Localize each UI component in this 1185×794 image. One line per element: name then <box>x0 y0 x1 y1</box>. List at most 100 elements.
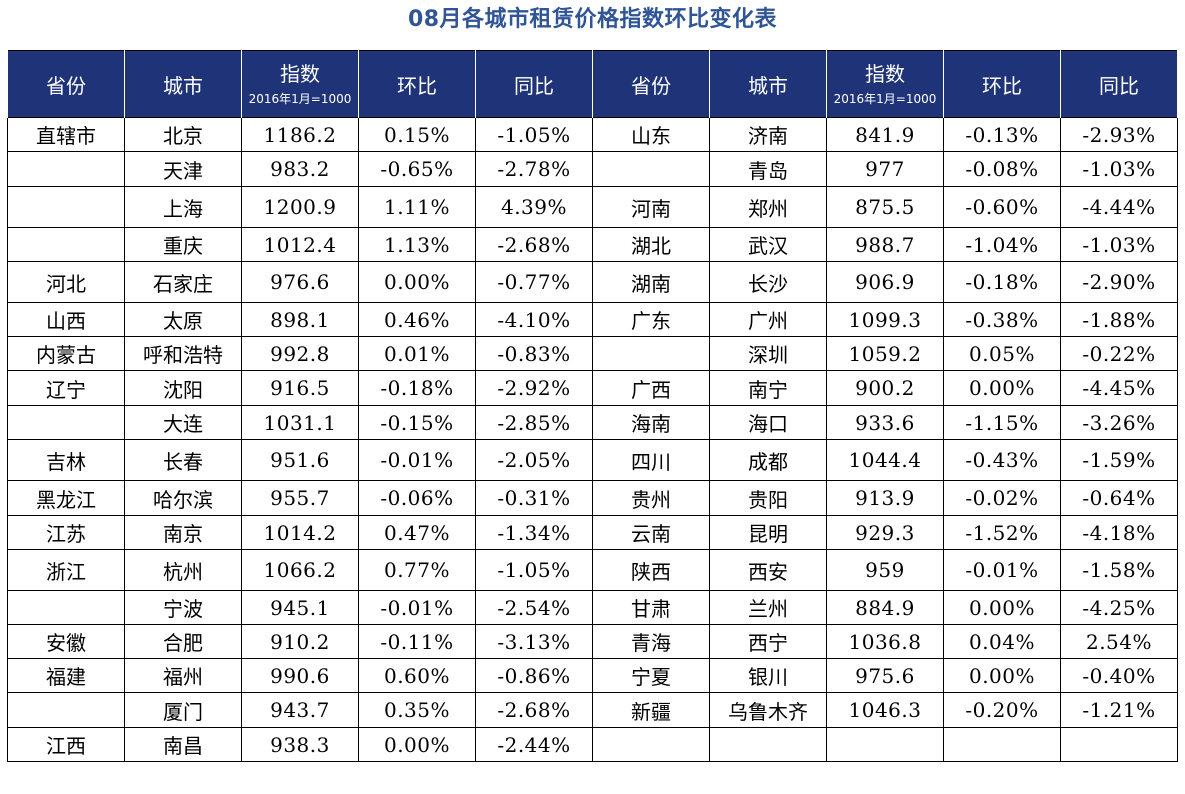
left-index-cell: 1014.2 <box>241 515 359 550</box>
left-yoy-cell: -0.83% <box>475 336 593 371</box>
left-city-cell: 呼和浩特 <box>124 336 242 371</box>
right-index-cell: 884.9 <box>826 590 944 625</box>
right-index-cell: 1059.2 <box>826 336 944 371</box>
right-yoy-cell: -1.03% <box>1060 151 1178 187</box>
right-city-cell: 青岛 <box>709 151 827 187</box>
left-province-cell <box>7 405 125 440</box>
left-yoy-cell: -2.85% <box>475 405 593 440</box>
left-mom-cell: -0.18% <box>358 370 476 406</box>
header-row: 省份 城市 指数 2016年1月=1000 环比 同比 省份 城市 指数 201… <box>7 50 1178 118</box>
right-province-cell: 甘肃 <box>592 590 710 625</box>
right-province-cell: 山东 <box>592 117 710 152</box>
left-province-cell: 山西 <box>7 302 125 337</box>
right-province-cell: 广东 <box>592 302 710 337</box>
left-city-cell: 北京 <box>124 117 242 152</box>
left-province-cell: 江西 <box>7 727 125 762</box>
table-row: 福建 福州 990.6 0.60% -0.86% 宁夏 银川 975.6 0.00% -0.40% <box>7 658 1178 693</box>
left-mom-cell: -0.65% <box>358 151 476 187</box>
left-index-cell: 1200.9 <box>241 186 359 228</box>
left-province-cell: 吉林 <box>7 439 125 481</box>
left-city-cell: 天津 <box>124 151 242 187</box>
left-mom-cell: 0.35% <box>358 692 476 728</box>
left-province-cell: 内蒙古 <box>7 336 125 371</box>
right-city-cell: 兰州 <box>709 590 827 625</box>
right-index-cell: 929.3 <box>826 515 944 550</box>
table-row: 山西 太原 898.1 0.46% -4.10% 广东 广州 1099.3 -0.38% -1.8… <box>7 302 1178 337</box>
right-province-cell: 广西 <box>592 370 710 406</box>
left-yoy-cell: -2.05% <box>475 439 593 481</box>
right-city-cell: 济南 <box>709 117 827 152</box>
left-province-cell: 直辖市 <box>7 117 125 152</box>
left-yoy-cell: -2.54% <box>475 590 593 625</box>
left-city-cell: 宁波 <box>124 590 242 625</box>
right-index-cell: 975.6 <box>826 658 944 693</box>
right-province-cell <box>592 727 710 762</box>
right-province-cell: 陕西 <box>592 549 710 591</box>
right-yoy-cell: -0.64% <box>1060 480 1178 516</box>
header-province-right: 省份 <box>592 50 710 118</box>
left-mom-cell: 0.47% <box>358 515 476 550</box>
right-yoy-cell <box>1060 727 1178 762</box>
left-mom-cell: -0.01% <box>358 439 476 481</box>
right-city-cell: 贵阳 <box>709 480 827 516</box>
right-city-cell: 深圳 <box>709 336 827 371</box>
table-row: 浙江 杭州 1066.2 0.77% -1.05% 陕西 西安 959 -0.01% -1.58% <box>7 549 1178 591</box>
right-yoy-cell: -4.45% <box>1060 370 1178 406</box>
left-mom-cell: -0.01% <box>358 590 476 625</box>
left-mom-cell: -0.11% <box>358 624 476 659</box>
header-index-left: 指数 2016年1月=1000 <box>241 50 359 118</box>
table-row: 厦门 943.7 0.35% -2.68% 新疆 乌鲁木齐 1046.3 -0.20% -1.2… <box>7 692 1178 728</box>
left-province-cell <box>7 590 125 625</box>
right-index-cell: 841.9 <box>826 117 944 152</box>
table-row: 河北 石家庄 976.6 0.00% -0.77% 湖南 长沙 906.9 -0.18% -2.9… <box>7 261 1178 303</box>
right-city-cell: 海口 <box>709 405 827 440</box>
table-row: 内蒙古 呼和浩特 992.8 0.01% -0.83% 深圳 1059.2 0.05% -0.2… <box>7 336 1178 371</box>
left-province-cell <box>7 227 125 262</box>
table-title: 08月各城市租赁价格指数环比变化表 <box>407 7 778 32</box>
left-index-cell: 1031.1 <box>241 405 359 440</box>
right-yoy-cell: -3.26% <box>1060 405 1178 440</box>
left-index-cell: 910.2 <box>241 624 359 659</box>
right-mom-cell: -0.01% <box>943 549 1061 591</box>
right-province-cell: 青海 <box>592 624 710 659</box>
left-index-cell: 1186.2 <box>241 117 359 152</box>
left-mom-cell: 0.60% <box>358 658 476 693</box>
right-city-cell: 乌鲁木齐 <box>709 692 827 728</box>
left-city-cell: 福州 <box>124 658 242 693</box>
right-city-cell <box>709 727 827 762</box>
right-index-cell: 875.5 <box>826 186 944 228</box>
right-yoy-cell: -4.25% <box>1060 590 1178 625</box>
left-yoy-cell: -1.05% <box>475 117 593 152</box>
table-row: 吉林 长春 951.6 -0.01% -2.05% 四川 成都 1044.4 -0.43% -1.… <box>7 439 1178 481</box>
right-mom-cell: 0.05% <box>943 336 1061 371</box>
left-index-cell: 955.7 <box>241 480 359 516</box>
right-mom-cell: -0.08% <box>943 151 1061 187</box>
right-index-cell: 906.9 <box>826 261 944 303</box>
right-mom-cell: -0.20% <box>943 692 1061 728</box>
right-index-cell: 933.6 <box>826 405 944 440</box>
left-mom-cell: 0.00% <box>358 727 476 762</box>
header-index-right: 指数 2016年1月=1000 <box>826 50 944 118</box>
header-mom-right: 环比 <box>943 50 1061 118</box>
header-index-base: 2016年1月=1000 <box>248 91 352 106</box>
right-index-cell: 1036.8 <box>826 624 944 659</box>
left-yoy-cell: -2.92% <box>475 370 593 406</box>
right-mom-cell: 0.00% <box>943 658 1061 693</box>
right-city-cell: 西安 <box>709 549 827 591</box>
left-mom-cell: 1.11% <box>358 186 476 228</box>
right-index-cell: 1099.3 <box>826 302 944 337</box>
right-mom-cell: 0.00% <box>943 370 1061 406</box>
right-city-cell: 成都 <box>709 439 827 481</box>
left-index-cell: 916.5 <box>241 370 359 406</box>
right-city-cell: 郑州 <box>709 186 827 228</box>
left-city-cell: 南京 <box>124 515 242 550</box>
right-index-cell: 977 <box>826 151 944 187</box>
left-city-cell: 重庆 <box>124 227 242 262</box>
right-index-cell: 988.7 <box>826 227 944 262</box>
left-yoy-cell: -1.05% <box>475 549 593 591</box>
header-city-right: 城市 <box>709 50 827 118</box>
right-yoy-cell: -4.44% <box>1060 186 1178 228</box>
left-province-cell <box>7 186 125 228</box>
header-city-left: 城市 <box>124 50 242 118</box>
table-row: 重庆 1012.4 1.13% -2.68% 湖北 武汉 988.7 -1.04% -1.03% <box>7 227 1178 262</box>
